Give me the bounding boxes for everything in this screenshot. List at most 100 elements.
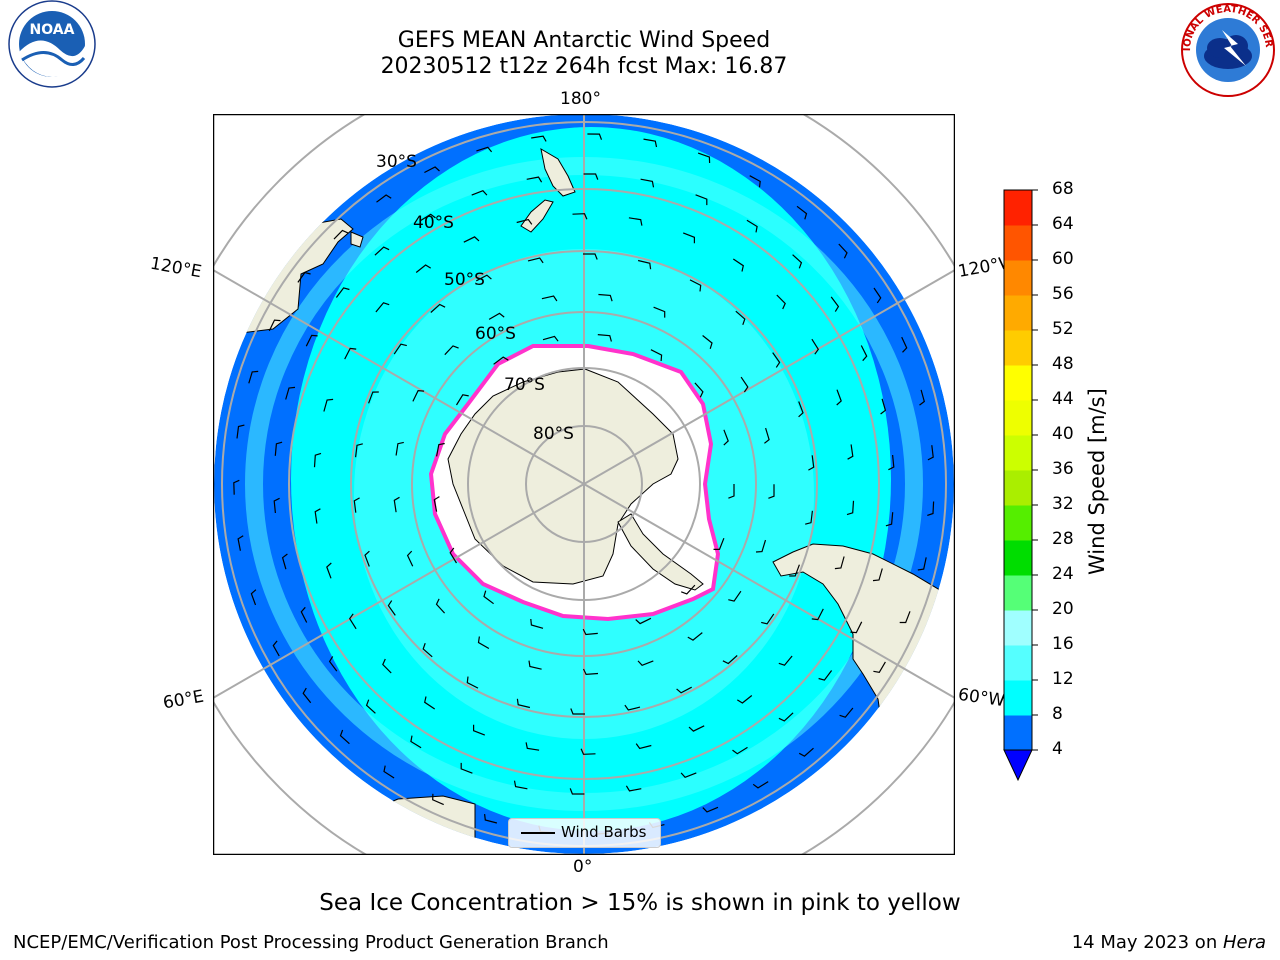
wind-barb (582, 668, 599, 676)
wind-barb (834, 556, 845, 570)
wind-barb (798, 401, 804, 418)
map-legend: Wind Barbs (508, 818, 661, 848)
wind-barb (702, 335, 713, 349)
footer-host: Hera (1222, 932, 1266, 953)
wind-barb (917, 557, 927, 571)
new-zealand-land (540, 148, 576, 197)
wind-barb (764, 427, 770, 444)
wind-barb (805, 510, 813, 525)
wind-barb (746, 219, 758, 233)
wind-barb (460, 762, 473, 774)
wind-barb (880, 398, 887, 415)
colorbar-tick-label: 44 (1052, 389, 1074, 409)
wind-barb (732, 258, 744, 272)
wind-barb (493, 356, 509, 365)
wind-barb (653, 306, 666, 318)
wind-barb (248, 370, 259, 384)
colorbar-segment (1004, 680, 1032, 716)
wind-barb (449, 547, 458, 564)
map-panel (212, 113, 956, 856)
wind-barb (376, 194, 392, 203)
colorbar-segment (1004, 225, 1032, 261)
wind-barb (471, 189, 488, 196)
wind-barb (740, 376, 749, 393)
wind-barb (542, 335, 559, 342)
wind-barb (580, 748, 596, 755)
wind-barb (250, 589, 257, 606)
lon-label-lower-left: 60°E (161, 686, 206, 714)
wind-barb (694, 382, 704, 398)
wind-barb (273, 497, 280, 514)
wind-barb (901, 336, 908, 353)
wind-barb (365, 699, 376, 714)
wind-barb (412, 389, 425, 402)
wind-barb (383, 765, 395, 779)
wind-barb (393, 343, 407, 355)
wind-barb (927, 445, 934, 461)
wind-barb (625, 785, 642, 792)
wind-barb (713, 537, 725, 550)
lat-label-70s: 70°S (504, 375, 545, 395)
colorbar-tick-label: 64 (1052, 214, 1074, 234)
wind-barb (650, 349, 663, 362)
wind-barb (375, 302, 390, 313)
wind-barb (872, 568, 883, 582)
wind-barb (597, 334, 612, 342)
wind-barb (830, 296, 840, 312)
wind-barb (722, 655, 738, 665)
wind-barb (688, 725, 705, 732)
wind-barb (776, 294, 786, 310)
wind-barb (484, 814, 498, 824)
colorbar-segment (1004, 505, 1032, 541)
wind-barb (393, 496, 400, 513)
footer-date: 14 May 2023 on Hera (1072, 932, 1266, 953)
wind-barb (382, 658, 392, 674)
wind-barb (305, 334, 318, 347)
wind-barb (792, 254, 803, 269)
wind-barb (516, 698, 531, 709)
sea-ice-note: Sea Ice Concentration > 15% is shown in … (319, 890, 961, 916)
colorbar-tick-label: 8 (1052, 704, 1063, 724)
wind-barb (873, 287, 882, 304)
colorbar-tick-label: 56 (1052, 284, 1074, 304)
wind-barb (728, 590, 742, 602)
wind-barb (473, 724, 486, 736)
wind-barb (640, 178, 655, 188)
colorbar-segment (1004, 400, 1032, 436)
colorbar-segment (1004, 260, 1032, 296)
lat-label-80s: 80°S (533, 424, 574, 444)
chart-title: GEFS MEAN Antarctic Wind Speed (397, 28, 771, 53)
lon-label-bottom: 0° (573, 857, 593, 877)
wind-barb (687, 632, 703, 641)
lon-label-top: 180° (560, 89, 601, 109)
wind-barb (527, 257, 544, 264)
wind-barb (432, 793, 444, 806)
wind-barb-legend-swatch (521, 832, 555, 834)
lat-label-30s: 30°S (376, 152, 417, 172)
wind-barb (637, 259, 652, 270)
footer-date-text: 14 May 2023 on (1071, 932, 1223, 953)
wind-barb (516, 218, 533, 225)
wind-barb (323, 398, 334, 412)
wind-barb (778, 655, 793, 666)
colorbar-tick-label: 28 (1052, 529, 1074, 549)
colorbar-segment (1004, 295, 1032, 331)
wind-barb (637, 660, 654, 667)
wind-barb (635, 617, 652, 625)
wind-barb (525, 742, 540, 751)
wind-barb (435, 598, 446, 614)
wind-barb (850, 621, 863, 634)
wind-barb (268, 319, 281, 332)
wind-barb (761, 613, 775, 625)
wind-barb (888, 454, 895, 471)
lat-label-40s: 40°S (413, 213, 454, 233)
wind-barb (899, 611, 911, 624)
wind-barb (302, 687, 312, 704)
colorbar-segment (1004, 330, 1032, 366)
wind-barb (927, 501, 935, 516)
wind-barb (430, 303, 446, 313)
wind-barb (732, 746, 748, 755)
wind-barb (328, 656, 338, 672)
wind-barb (598, 293, 613, 302)
wind-barb (415, 264, 432, 273)
